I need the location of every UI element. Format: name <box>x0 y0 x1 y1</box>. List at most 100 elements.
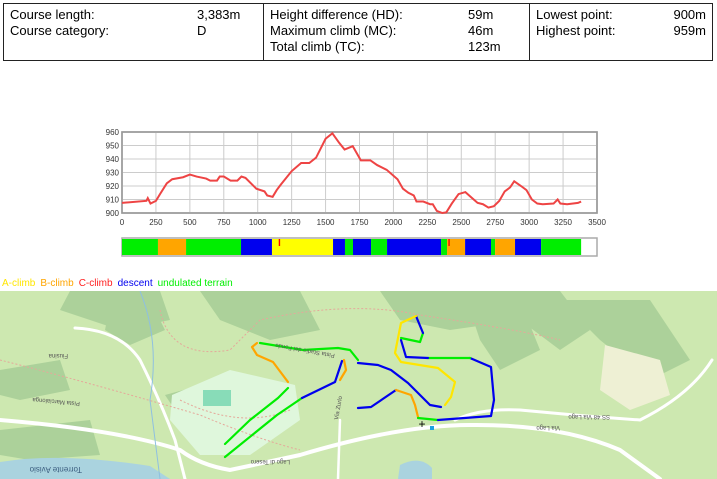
label-fiusina: Fiusina <box>48 352 68 358</box>
stream <box>139 291 161 479</box>
x-tick-label: 3250 <box>554 218 572 227</box>
x-tick-label: 3500 <box>588 218 606 227</box>
segment-undulated <box>441 239 448 255</box>
y-tick-label: 910 <box>106 196 120 205</box>
stat-lowest-point: Lowest point: 900m <box>536 7 706 23</box>
route-undulated <box>399 331 425 344</box>
segment-descent <box>465 239 492 255</box>
course-stats-table: Course length: 3,383m Course category: D H… <box>3 3 713 61</box>
route-undulated <box>258 341 360 362</box>
x-tick-label: 1250 <box>283 218 301 227</box>
x-tick-label: 750 <box>217 218 231 227</box>
route-undulated <box>223 396 304 459</box>
segment-B-climb <box>157 239 187 255</box>
stats-column-points: Lowest point: 900m Highest point: 959m <box>529 4 712 60</box>
x-tick-label: 2250 <box>418 218 436 227</box>
plot-border <box>121 131 598 214</box>
segment-C-climb <box>448 239 450 246</box>
course-route <box>223 314 496 459</box>
y-tick-label: 940 <box>106 155 120 164</box>
segment-undulated <box>122 239 158 255</box>
segment-descent <box>333 239 345 255</box>
route-descent <box>436 356 496 422</box>
label-ss48: SS 48 Via Lago <box>568 413 610 419</box>
segment-A-climb <box>271 239 334 255</box>
stats-column-climb: Height difference (HD): 59m Maximum climb… <box>263 4 529 60</box>
stat-value: 59m <box>468 7 494 22</box>
x-tick-label: 3000 <box>520 218 538 227</box>
terrain-legend: A-climb B-climb C-climb descent undulated te… <box>2 278 238 289</box>
stat-value: 46m <box>468 23 494 38</box>
legend-undulated-terrain: undulated terrain <box>157 278 233 289</box>
segment-C-climb <box>278 239 281 246</box>
segment-B-climb <box>495 239 516 255</box>
stat-course-category: Course category: D <box>10 23 257 39</box>
route-descent <box>356 361 443 409</box>
course-map[interactable]: + Via Lago SS 48 Via Lago Lago di Tesero… <box>0 291 717 479</box>
x-tick-label: 1750 <box>351 218 369 227</box>
route-descent <box>300 359 344 400</box>
stat-value: 3,383m <box>197 7 241 22</box>
segment-undulated <box>344 239 353 255</box>
x-tick-label: 500 <box>183 218 197 227</box>
map-street-labels: Via Lago SS 48 Via Lago Lago di Tesero P… <box>29 341 610 474</box>
x-tick-label: 2000 <box>385 218 403 227</box>
stat-maximum-climb: Maximum climb (MC): 46m <box>270 23 523 39</box>
x-tick-label: 2750 <box>486 218 504 227</box>
legend-c-climb: C-climb <box>78 278 113 289</box>
roads <box>0 326 714 479</box>
stats-column-length: Course length: 3,383m Course category: D <box>4 4 263 60</box>
label-via-zurlo: Via Zurlo <box>334 395 344 420</box>
label-lago-tesero: Lago di Tesero <box>250 458 290 464</box>
stat-label: Maximum climb (MC): <box>270 23 397 38</box>
route-undulated <box>223 386 290 446</box>
x-tick-label: 2500 <box>452 218 470 227</box>
sports-field <box>203 390 231 406</box>
elevation-profile-chart: 0 250 500 750 1000 1250 1500 1750 2000 2250 2500 27… <box>106 128 606 257</box>
route-descent <box>356 388 398 410</box>
y-tick-label: 930 <box>106 169 120 178</box>
stadium-area <box>170 370 300 455</box>
stat-value: 959m <box>673 23 706 38</box>
y-tick-label: 900 <box>106 209 120 218</box>
x-tick-label: 0 <box>120 218 125 227</box>
y-tick-label: 960 <box>106 128 120 137</box>
stat-label: Course length: <box>10 7 95 22</box>
lake-tesero <box>398 460 432 479</box>
segment-descent <box>241 239 272 255</box>
route-descent <box>399 338 430 360</box>
stat-label: Total climb (TC): <box>270 39 365 54</box>
segment-undulated <box>371 239 388 255</box>
segment-undulated <box>186 239 242 255</box>
stat-value: 123m <box>468 39 501 54</box>
stat-label: Course category: <box>10 23 109 38</box>
route-b-climb <box>338 358 348 382</box>
stat-total-climb: Total climb (TC): 123m <box>270 39 523 55</box>
river-avisio <box>0 457 170 479</box>
y-tick-label: 920 <box>106 182 120 191</box>
stat-course-length: Course length: 3,383m <box>10 7 257 23</box>
route-undulated <box>416 416 440 422</box>
route-b-climb <box>250 341 290 384</box>
stat-value: 900m <box>673 7 706 22</box>
segment-undulated <box>541 239 582 255</box>
route-descent <box>414 314 425 335</box>
stat-label: Highest point: <box>536 23 616 38</box>
segment-B-climb <box>447 239 466 255</box>
route-b-climb <box>394 388 420 419</box>
footpaths <box>0 308 561 451</box>
x-tick-label: 1000 <box>249 218 267 227</box>
start-cross-icon: + <box>418 417 425 431</box>
y-tick-label: 950 <box>106 142 120 151</box>
elevation-line <box>121 131 582 215</box>
label-via-lago: Via Lago <box>536 424 560 430</box>
segment-descent <box>387 239 442 255</box>
legend-b-climb: B-climb <box>40 278 74 289</box>
label-torrente-avisio: Torrente Avisio <box>29 465 82 474</box>
meadow-area <box>600 345 670 410</box>
segment-descent <box>515 239 542 255</box>
segment-descent <box>352 239 372 255</box>
stat-highest-point: Highest point: 959m <box>536 23 706 39</box>
legend-a-climb: A-climb <box>2 278 36 289</box>
x-tick-label: 250 <box>149 218 163 227</box>
